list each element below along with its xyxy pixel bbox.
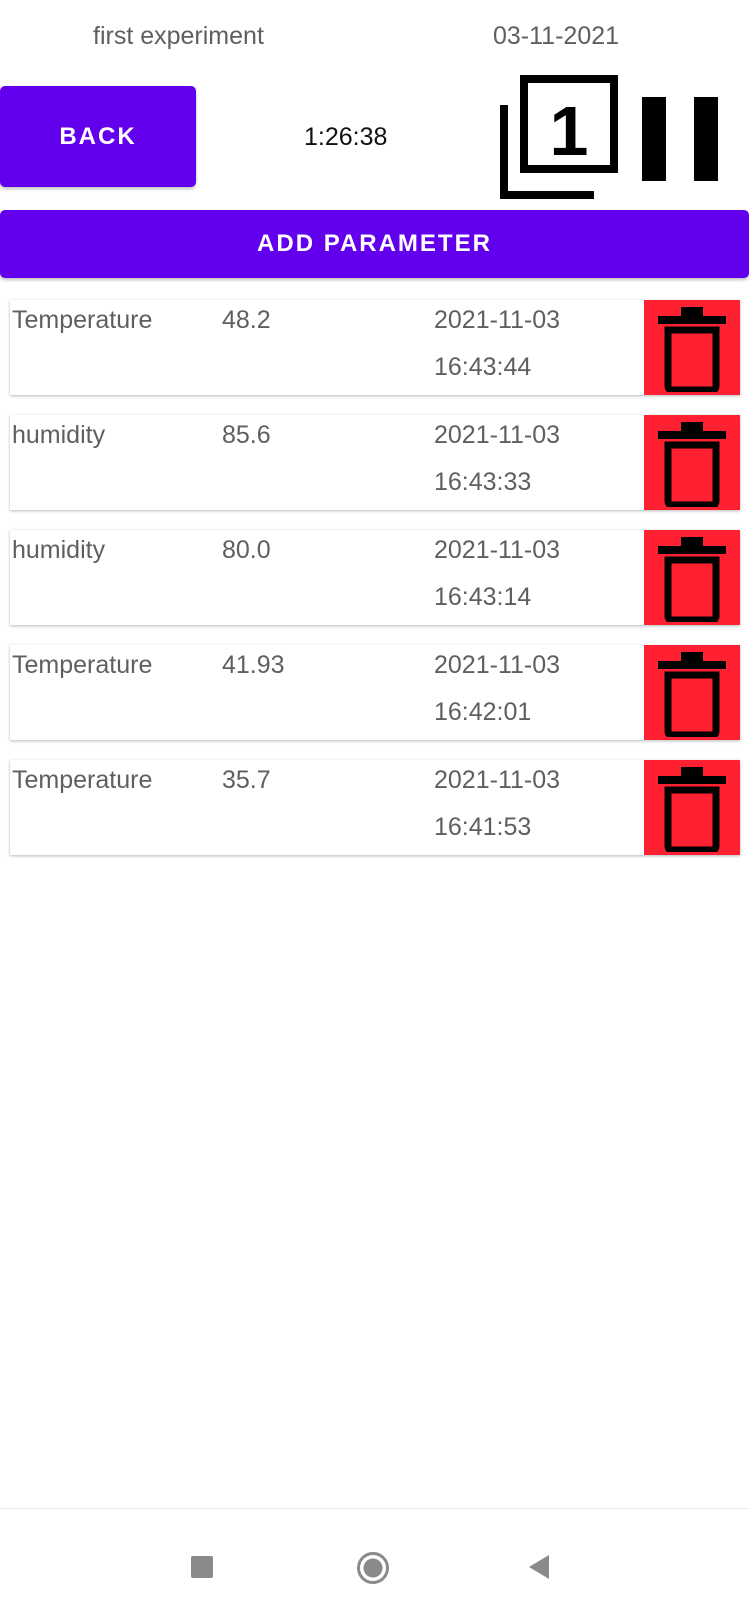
record-row: humidity 85.6 2021-11-03 16:43:33: [10, 415, 740, 510]
record-time: 16:42:01: [434, 698, 532, 726]
delete-button[interactable]: [644, 760, 740, 855]
record-value: 35.7: [222, 766, 271, 794]
back-button[interactable]: BACK: [0, 86, 196, 187]
record-date: 2021-11-03: [434, 536, 561, 564]
pause-icon[interactable]: [642, 97, 718, 181]
record-value: 41.93: [222, 651, 285, 679]
record-time: 16:43:14: [434, 583, 532, 611]
record-name: Temperature: [12, 766, 153, 794]
delete-button[interactable]: [644, 530, 740, 625]
record-time: 16:43:33: [434, 468, 532, 496]
trash-icon: [658, 421, 726, 507]
trash-icon: [658, 651, 726, 737]
experiment-header: first experiment 03-11-2021: [0, 18, 749, 58]
record-date: 2021-11-03: [434, 651, 561, 679]
filter-1-icon[interactable]: 1: [500, 75, 618, 199]
record-name: humidity: [12, 536, 106, 564]
record-value: 85.6: [222, 421, 271, 449]
back-nav-button[interactable]: [527, 1554, 551, 1580]
record-date: 2021-11-03: [434, 306, 561, 334]
home-button[interactable]: [356, 1551, 390, 1585]
trash-icon: [658, 536, 726, 622]
delete-button[interactable]: [644, 415, 740, 510]
trash-icon: [658, 766, 726, 852]
record-row: humidity 80.0 2021-11-03 16:43:14: [10, 530, 740, 625]
delete-button[interactable]: [644, 645, 740, 740]
record-row: Temperature 35.7 2021-11-03 16:41:53: [10, 760, 740, 855]
record-name: humidity: [12, 421, 106, 449]
elapsed-timer: 1:26:38: [304, 123, 388, 151]
record-time: 16:41:53: [434, 813, 532, 841]
recents-button[interactable]: [191, 1556, 213, 1578]
record-value: 48.2: [222, 306, 271, 334]
record-date: 2021-11-03: [434, 421, 561, 449]
add-parameter-button[interactable]: ADD PARAMETER: [0, 210, 749, 278]
record-name: Temperature: [12, 651, 153, 679]
record-date: 2021-11-03: [434, 766, 561, 794]
record-time: 16:43:44: [434, 353, 532, 381]
experiment-name: first experiment: [93, 22, 264, 50]
record-value: 80.0: [222, 536, 271, 564]
trash-icon: [658, 306, 726, 392]
counter-digit: 1: [550, 92, 589, 170]
delete-button[interactable]: [644, 300, 740, 395]
timer-controls: 1: [500, 75, 740, 199]
experiment-date: 03-11-2021: [493, 22, 620, 50]
system-navigation-bar: [0, 1508, 749, 1600]
record-row: Temperature 48.2 2021-11-03 16:43:44: [10, 300, 740, 395]
records-list: Temperature 48.2 2021-11-03 16:43:44 hum…: [10, 300, 740, 875]
record-row: Temperature 41.93 2021-11-03 16:42:01: [10, 645, 740, 740]
record-name: Temperature: [12, 306, 153, 334]
